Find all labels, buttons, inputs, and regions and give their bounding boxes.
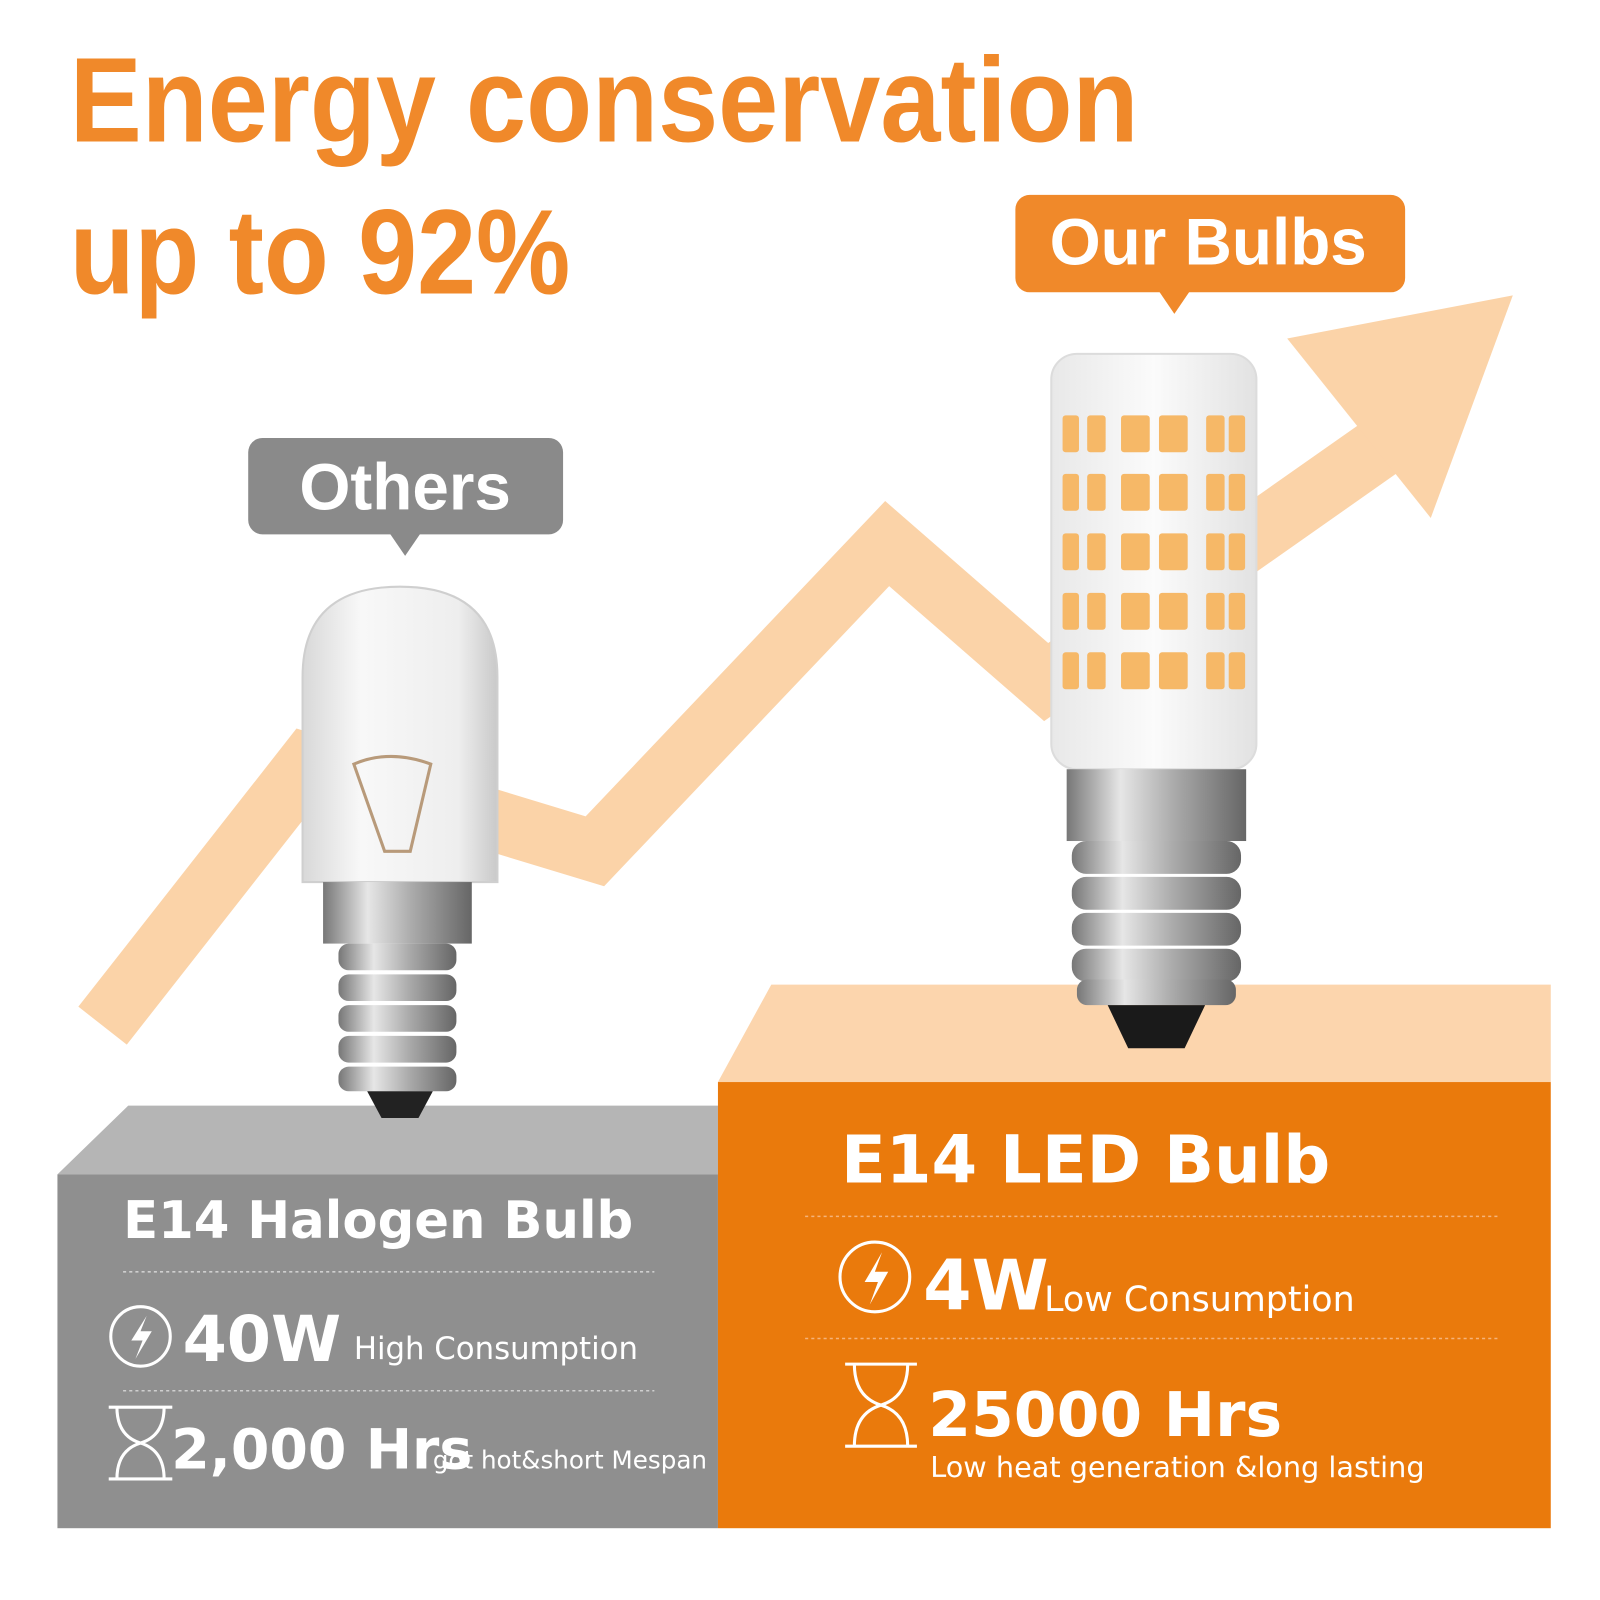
led-chip [1062, 415, 1079, 453]
life-note: got hot&short Mespan [433, 1446, 707, 1475]
life-value: 2,000 Hrs [171, 1419, 472, 1483]
life-note: Low heat generation &long lasting [930, 1450, 1424, 1484]
led-chip [1121, 415, 1150, 453]
led-chip [1121, 592, 1150, 630]
led-chip [1206, 592, 1225, 630]
led-chip [1228, 652, 1246, 690]
callout-pointer [389, 533, 421, 556]
product-name: E14 Halogen Bulb [123, 1191, 633, 1251]
led-chip [1158, 533, 1188, 571]
led-chip [1206, 473, 1225, 511]
led-chip [1087, 592, 1106, 630]
led-chip [1158, 592, 1188, 630]
led-chip [1087, 533, 1106, 571]
power-icon [109, 1305, 172, 1368]
led-chip [1062, 533, 1079, 571]
led-chip [1062, 652, 1079, 690]
led-chip [1206, 533, 1225, 571]
led-chip [1206, 652, 1225, 690]
led-chip [1121, 473, 1150, 511]
led-chip [1062, 473, 1079, 511]
power-icon [838, 1240, 912, 1314]
led-chip [1121, 533, 1150, 571]
led-chip [1158, 652, 1188, 690]
led-chip [1087, 415, 1106, 453]
callout-label: Others [299, 451, 511, 524]
power-note: High Consumption [354, 1331, 638, 1367]
power-note: Low Consumption [1044, 1280, 1355, 1320]
led-chip [1087, 473, 1106, 511]
life-value: 25000 Hrs [928, 1379, 1282, 1451]
led-chip [1228, 473, 1246, 511]
hourglass-icon [845, 1362, 917, 1448]
led-chip [1228, 415, 1246, 453]
led-chip [1206, 415, 1225, 453]
arrow-head [1287, 295, 1513, 518]
callout-others [248, 437, 564, 535]
power-value: 4W [923, 1246, 1048, 1327]
led-chip [1228, 533, 1246, 571]
gray-platform-top [57, 1105, 718, 1175]
product-name: E14 LED Bulb [841, 1123, 1330, 1199]
led-chip [1158, 473, 1188, 511]
led-chip [1228, 592, 1246, 630]
led-chip [1158, 415, 1188, 453]
led-bulb [1050, 352, 1258, 1049]
headline: Energy conservation [70, 32, 1139, 168]
callout-label: Our Bulbs [1050, 206, 1367, 279]
callout-pointer [1158, 291, 1190, 314]
callout-ours [1015, 194, 1406, 293]
led-chip [1062, 592, 1079, 630]
led-chip [1121, 652, 1150, 690]
headline: up to 92% [70, 183, 571, 319]
power-value: 40W [183, 1302, 342, 1376]
led-chip [1087, 652, 1106, 690]
halogen-bulb [301, 585, 499, 1118]
hourglass-icon [108, 1405, 173, 1481]
